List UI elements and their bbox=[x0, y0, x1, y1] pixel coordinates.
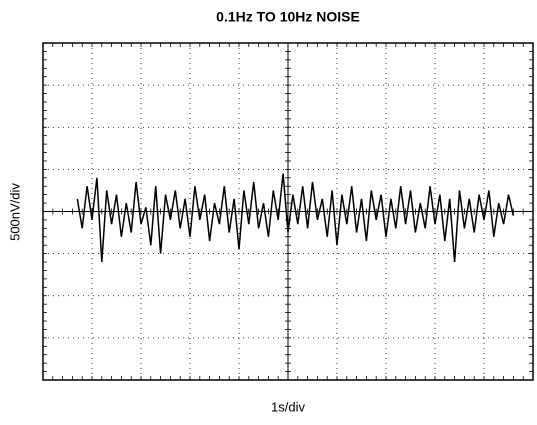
plot-frame bbox=[42, 42, 534, 381]
y-axis-label: 500nV/div bbox=[7, 183, 22, 241]
x-axis-label: 1s/div bbox=[271, 399, 305, 414]
noise-trace bbox=[76, 173, 515, 263]
chart-title: 0.1Hz TO 10Hz NOISE bbox=[216, 9, 360, 25]
